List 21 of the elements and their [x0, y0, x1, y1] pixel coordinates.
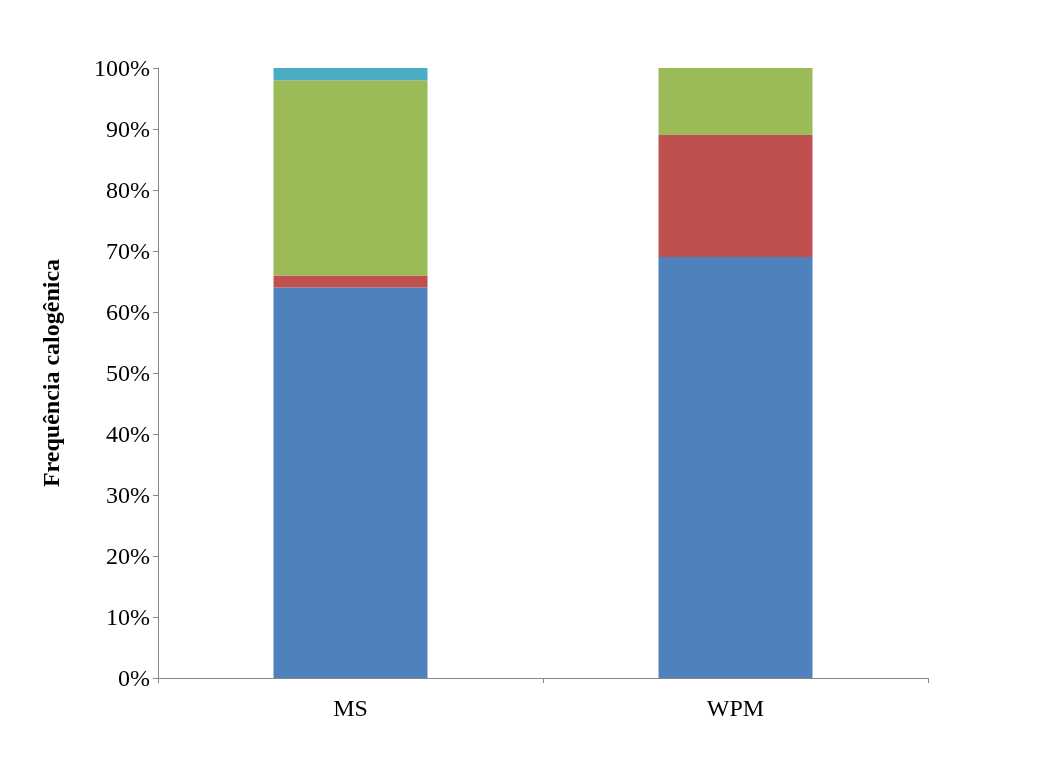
y-tick-label: 100% [94, 55, 150, 81]
x-tick-label: WPM [706, 695, 765, 721]
y-tick-label: 10% [106, 604, 150, 630]
y-tick-label: 80% [106, 177, 150, 203]
y-tick-label: 50% [106, 360, 150, 386]
y-tick-label: 70% [106, 238, 150, 264]
y-tick-label: 60% [106, 299, 150, 325]
bar [658, 68, 813, 136]
y-tick-label: 30% [106, 482, 150, 508]
bar [658, 135, 813, 258]
bar [273, 287, 428, 678]
y-tick-label: 20% [106, 543, 150, 569]
y-axis-title: Frequência calogênica [38, 258, 64, 488]
x-tick-label: MS [333, 695, 368, 721]
bar [273, 80, 428, 276]
y-tick-label: 40% [106, 421, 150, 447]
bar [273, 68, 428, 81]
y-tick-label: 90% [106, 116, 150, 142]
y-tick-label: 0% [118, 665, 150, 691]
bar [273, 275, 428, 288]
bar [658, 257, 813, 678]
